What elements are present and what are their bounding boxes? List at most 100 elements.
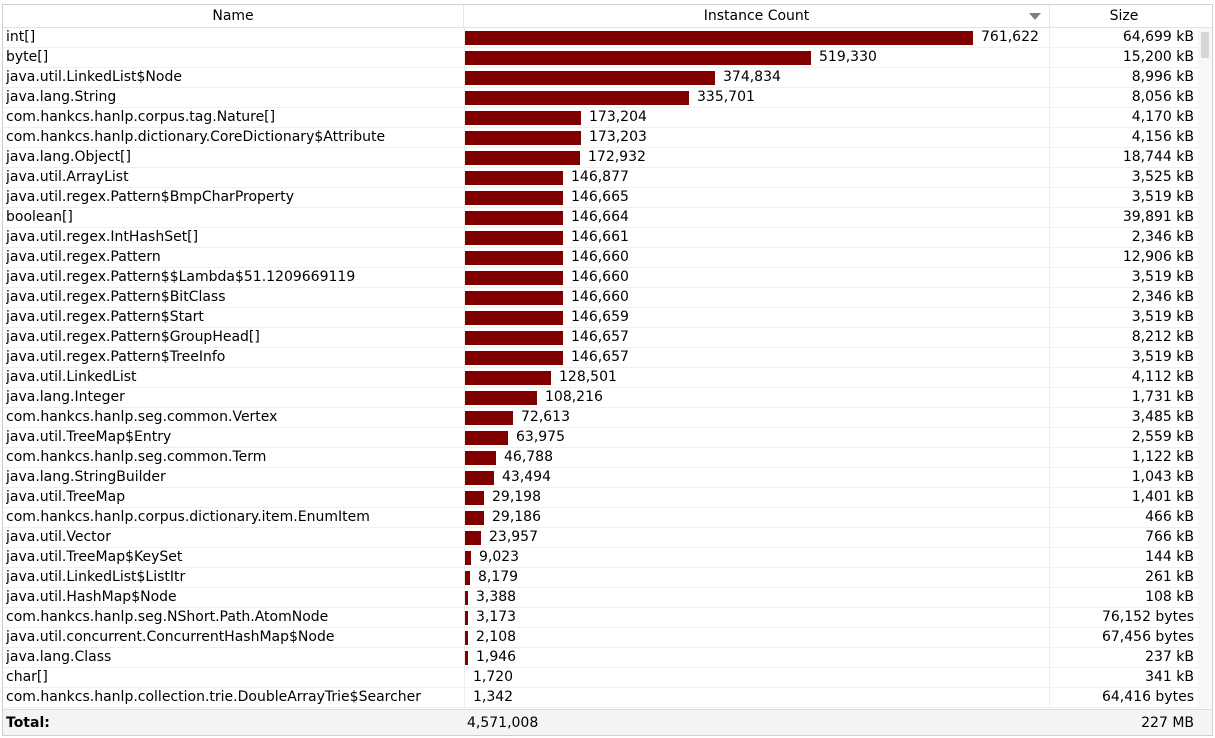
vertical-scrollbar[interactable] <box>1198 28 1212 708</box>
instance-count-bar <box>465 251 563 265</box>
row-instance-count: 2,108 <box>465 628 1050 647</box>
row-instance-count: 108,216 <box>465 388 1050 407</box>
table-row[interactable]: java.util.regex.Pattern 146,660 12,906 kB <box>3 248 1198 268</box>
instance-count-value: 519,330 <box>819 49 877 65</box>
table-row[interactable]: java.lang.StringBuilder 43,494 1,043 kB <box>3 468 1198 488</box>
table-row[interactable]: char[] 1,720 341 kB <box>3 668 1198 688</box>
table-row[interactable]: java.util.regex.Pattern$BmpCharProperty 1… <box>3 188 1198 208</box>
column-header-instance-count-label: Instance Count <box>703 8 810 24</box>
column-header-size[interactable]: Size <box>1109 8 1139 24</box>
instance-count-value: 146,665 <box>571 189 629 205</box>
instance-count-bar <box>465 451 496 465</box>
row-instance-count: 1,720 <box>465 668 1050 687</box>
row-instance-count: 3,173 <box>465 608 1050 627</box>
instance-count-value: 146,661 <box>571 229 629 245</box>
instance-count-value: 146,660 <box>571 289 629 305</box>
column-header-name[interactable]: Name <box>3 5 464 27</box>
row-size: 466 kB <box>1145 509 1194 525</box>
scrollbar-thumb[interactable] <box>1201 32 1209 58</box>
row-instance-count: 29,198 <box>465 488 1050 507</box>
row-size: 18,744 kB <box>1122 149 1194 165</box>
row-class-name: char[] <box>6 669 48 685</box>
table-row[interactable]: com.hankcs.hanlp.corpus.tag.Nature[] 173,… <box>3 108 1198 128</box>
row-class-name: com.hankcs.hanlp.seg.common.Vertex <box>6 409 278 425</box>
instance-count-bar <box>465 231 563 245</box>
instance-count-value: 172,932 <box>588 149 646 165</box>
instance-count-value: 23,957 <box>489 529 538 545</box>
row-instance-count: 1,946 <box>465 648 1050 667</box>
table-row[interactable]: java.util.regex.Pattern$GroupHead[] 146,6… <box>3 328 1198 348</box>
row-size: 3,519 kB <box>1131 269 1194 285</box>
row-class-name: com.hankcs.hanlp.seg.common.Term <box>6 449 267 465</box>
row-size: 341 kB <box>1145 669 1194 685</box>
instance-count-value: 1,342 <box>473 689 514 705</box>
table-row[interactable]: java.util.TreeMap$KeySet 9,023 144 kB <box>3 548 1198 568</box>
row-class-name: java.util.HashMap$Node <box>6 589 177 605</box>
row-size: 15,200 kB <box>1122 49 1194 65</box>
table-row[interactable]: java.lang.String 335,701 8,056 kB <box>3 88 1198 108</box>
table-row[interactable]: boolean[] 146,664 39,891 kB <box>3 208 1198 228</box>
instance-count-value: 8,179 <box>478 569 519 585</box>
table-row[interactable]: java.util.TreeMap$Entry 63,975 2,559 kB <box>3 428 1198 448</box>
row-size: 3,519 kB <box>1131 189 1194 205</box>
row-size: 1,401 kB <box>1131 489 1194 505</box>
row-size: 3,525 kB <box>1131 169 1194 185</box>
table-row[interactable]: java.util.regex.Pattern$BitClass 146,660 2… <box>3 288 1198 308</box>
table-row[interactable]: java.lang.Integer 108,216 1,731 kB <box>3 388 1198 408</box>
row-size: 108 kB <box>1145 589 1194 605</box>
instance-count-bar <box>465 131 581 145</box>
row-class-name: java.util.regex.Pattern$GroupHead[] <box>6 329 260 345</box>
instance-count-bar <box>465 171 563 185</box>
table-row[interactable]: java.util.Vector 23,957 766 kB <box>3 528 1198 548</box>
column-header-instance-count[interactable]: Instance Count <box>464 5 1050 27</box>
row-instance-count: 173,204 <box>465 108 1050 127</box>
table-row[interactable]: java.util.regex.Pattern$Start 146,659 3,51… <box>3 308 1198 328</box>
row-size: 39,891 kB <box>1122 209 1194 225</box>
table-row[interactable]: int[] 761,622 64,699 kB <box>3 28 1198 48</box>
table-row[interactable]: java.util.concurrent.ConcurrentHashMap$N… <box>3 628 1198 648</box>
table-row[interactable]: java.util.LinkedList 128,501 4,112 kB <box>3 368 1198 388</box>
row-instance-count: 23,957 <box>465 528 1050 547</box>
table-row[interactable]: com.hankcs.hanlp.seg.common.Vertex 72,613… <box>3 408 1198 428</box>
row-class-name: java.util.regex.Pattern$Start <box>6 309 204 325</box>
instance-count-bar <box>465 91 689 105</box>
instance-count-value: 146,664 <box>571 209 629 225</box>
table-row[interactable]: com.hankcs.hanlp.dictionary.CoreDictiona… <box>3 128 1198 148</box>
row-instance-count: 9,023 <box>465 548 1050 567</box>
row-class-name: com.hankcs.hanlp.seg.NShort.Path.AtomNod… <box>6 609 329 625</box>
column-divider <box>464 28 465 708</box>
sort-descending-icon <box>1029 13 1041 20</box>
row-class-name: java.util.regex.Pattern$BitClass <box>6 289 226 305</box>
row-size: 8,056 kB <box>1131 89 1194 105</box>
table-row[interactable]: java.util.LinkedList$ListItr 8,179 261 kB <box>3 568 1198 588</box>
table-row[interactable]: com.hankcs.hanlp.corpus.dictionary.item.… <box>3 508 1198 528</box>
table-row[interactable]: byte[] 519,330 15,200 kB <box>3 48 1198 68</box>
row-instance-count: 146,660 <box>465 288 1050 307</box>
table-row[interactable]: java.util.regex.Pattern$$Lambda$51.12096… <box>3 268 1198 288</box>
row-size: 1,122 kB <box>1131 449 1194 465</box>
row-instance-count: 146,657 <box>465 328 1050 347</box>
table-row[interactable]: java.lang.Object[] 172,932 18,744 kB <box>3 148 1198 168</box>
total-label: Total: <box>6 715 50 731</box>
row-instance-count: 146,664 <box>465 208 1050 227</box>
instance-count-bar <box>465 471 494 485</box>
table-row[interactable]: java.util.regex.Pattern$TreeInfo 146,657 3… <box>3 348 1198 368</box>
table-row[interactable]: java.util.regex.IntHashSet[] 146,661 2,346… <box>3 228 1198 248</box>
table-row[interactable]: java.util.LinkedList$Node 374,834 8,996 kB <box>3 68 1198 88</box>
instance-count-value: 108,216 <box>545 389 603 405</box>
table-row[interactable]: java.util.ArrayList 146,877 3,525 kB <box>3 168 1198 188</box>
row-size: 766 kB <box>1145 529 1194 545</box>
row-class-name: java.util.regex.Pattern <box>6 249 161 265</box>
table-row[interactable]: com.hankcs.hanlp.seg.common.Term 46,788 1,… <box>3 448 1198 468</box>
row-class-name: java.lang.Class <box>6 649 112 665</box>
table-row[interactable]: com.hankcs.hanlp.collection.trie.DoubleA… <box>3 688 1198 708</box>
row-class-name: com.hankcs.hanlp.collection.trie.DoubleA… <box>6 689 422 705</box>
table-row[interactable]: com.hankcs.hanlp.seg.NShort.Path.AtomNod… <box>3 608 1198 628</box>
instance-count-bar <box>465 71 715 85</box>
row-size: 2,346 kB <box>1131 229 1194 245</box>
table-row[interactable]: java.util.HashMap$Node 3,388 108 kB <box>3 588 1198 608</box>
table-row[interactable]: java.lang.Class 1,946 237 kB <box>3 648 1198 668</box>
instance-count-bar <box>465 191 563 205</box>
row-class-name: com.hankcs.hanlp.corpus.dictionary.item.… <box>6 509 370 525</box>
table-row[interactable]: java.util.TreeMap 29,198 1,401 kB <box>3 488 1198 508</box>
